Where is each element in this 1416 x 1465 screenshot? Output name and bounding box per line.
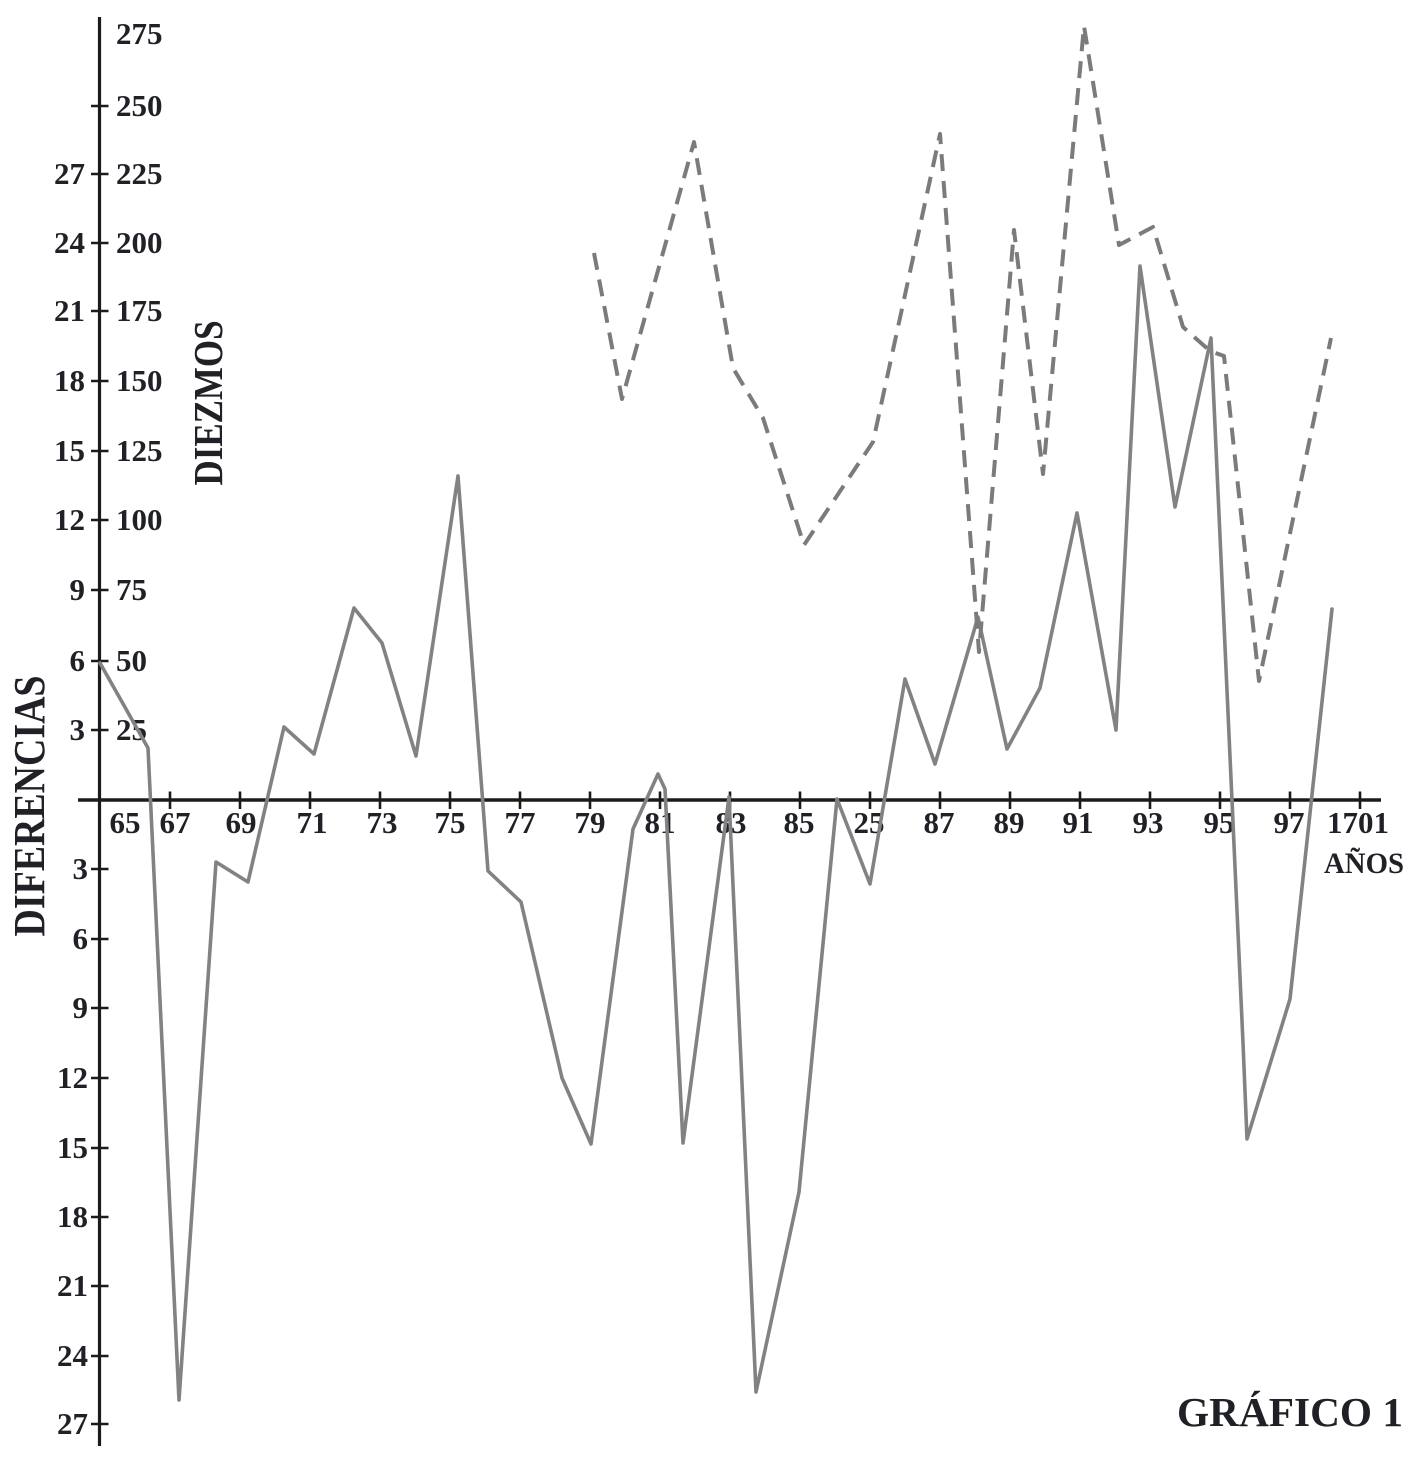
svg-text:200: 200 <box>116 225 163 260</box>
svg-text:79: 79 <box>575 805 606 840</box>
svg-text:9: 9 <box>73 990 89 1025</box>
svg-text:27: 27 <box>54 156 85 191</box>
svg-text:AÑOS: AÑOS <box>1324 847 1404 880</box>
svg-text:65: 65 <box>110 805 141 840</box>
svg-text:67: 67 <box>160 805 191 840</box>
svg-text:GRÁFICO 1: GRÁFICO 1 <box>1177 1389 1403 1435</box>
svg-text:75: 75 <box>435 805 466 840</box>
svg-text:91: 91 <box>1063 805 1094 840</box>
svg-text:69: 69 <box>226 805 257 840</box>
svg-text:250: 250 <box>116 88 163 123</box>
svg-text:100: 100 <box>116 502 163 537</box>
svg-text:1701: 1701 <box>1327 805 1389 840</box>
svg-text:93: 93 <box>1133 805 1164 840</box>
svg-text:73: 73 <box>367 805 398 840</box>
svg-text:6: 6 <box>73 921 89 956</box>
svg-text:71: 71 <box>297 805 328 840</box>
svg-text:21: 21 <box>57 1268 88 1303</box>
svg-text:DIEZMOS: DIEZMOS <box>185 321 231 486</box>
svg-text:87: 87 <box>924 805 955 840</box>
svg-text:97: 97 <box>1274 805 1305 840</box>
svg-text:75: 75 <box>116 572 147 607</box>
svg-text:175: 175 <box>116 293 163 328</box>
svg-text:12: 12 <box>57 1060 88 1095</box>
svg-text:12: 12 <box>54 502 85 537</box>
svg-text:89: 89 <box>994 805 1025 840</box>
svg-text:18: 18 <box>57 1199 88 1234</box>
svg-text:9: 9 <box>70 572 86 607</box>
svg-text:27: 27 <box>57 1406 88 1441</box>
svg-text:18: 18 <box>54 363 85 398</box>
svg-text:150: 150 <box>116 363 163 398</box>
svg-text:3: 3 <box>70 712 86 747</box>
svg-text:125: 125 <box>116 433 163 468</box>
svg-text:21: 21 <box>54 293 85 328</box>
svg-text:77: 77 <box>505 805 536 840</box>
svg-text:15: 15 <box>57 1130 88 1165</box>
svg-text:3: 3 <box>73 851 89 886</box>
svg-text:6: 6 <box>70 643 86 678</box>
svg-text:275: 275 <box>116 16 163 51</box>
svg-text:15: 15 <box>54 433 85 468</box>
svg-text:DIFERENCIAS: DIFERENCIAS <box>5 676 54 937</box>
svg-text:50: 50 <box>116 643 147 678</box>
svg-text:24: 24 <box>57 1338 88 1373</box>
svg-text:24: 24 <box>54 225 85 260</box>
svg-text:85: 85 <box>784 805 815 840</box>
svg-text:81: 81 <box>645 805 676 840</box>
svg-text:225: 225 <box>116 156 163 191</box>
svg-text:95: 95 <box>1204 805 1235 840</box>
